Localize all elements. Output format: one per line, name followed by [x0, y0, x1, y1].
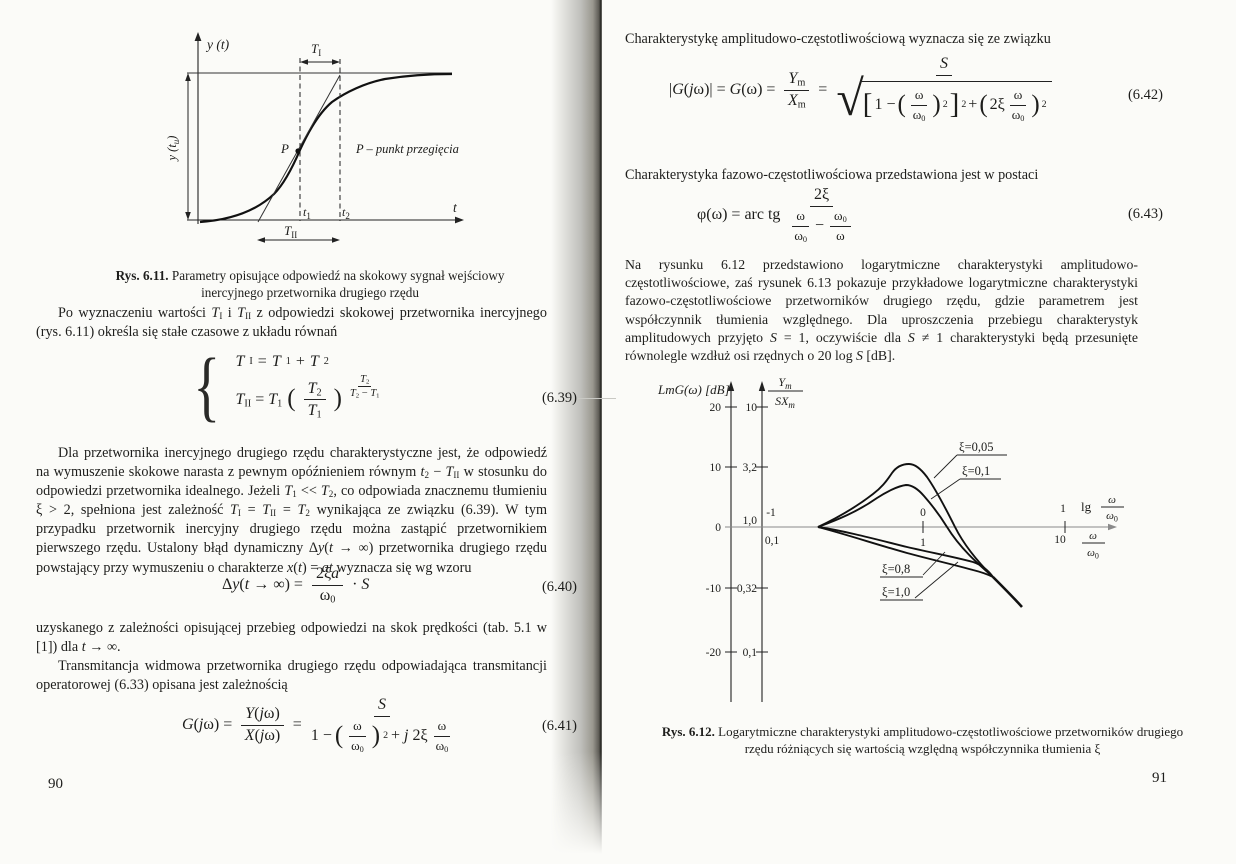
t-axis-arrow-icon — [455, 216, 464, 224]
db-axis-ticks — [725, 406, 737, 653]
x-tick-labels: -1 0 1 0,1 1 10 — [765, 503, 1066, 549]
svg-text:10: 10 — [746, 402, 758, 414]
svg-text:1: 1 — [1060, 503, 1066, 515]
system-brace: { — [193, 342, 221, 429]
left-paragraph-3: uzyskanego z zależności opisującej przeb… — [36, 620, 547, 656]
x-axis-title: lg ω ω0 ω ω0 — [1081, 494, 1124, 561]
TII-arrow-left-icon — [257, 237, 265, 243]
y-axis-arrow-icon — [194, 32, 202, 41]
svg-text:0,1: 0,1 — [743, 647, 758, 659]
ratio-axis-ticks — [756, 406, 768, 653]
equation-6-41: G(jω) = Y(jω) X(jω) = S 1 − ( ω ω0 ) 2 + j … — [182, 696, 577, 754]
t1-label: t1 — [303, 205, 311, 221]
radical-sign-icon: √ — [836, 70, 864, 126]
t2-label: t2 — [342, 205, 350, 221]
svg-text:0: 0 — [715, 522, 721, 534]
steady-arrow-down-icon — [185, 212, 191, 220]
eq40-number: (6.40) — [541, 579, 577, 595]
eq39-number: (6.39) — [541, 390, 577, 406]
svg-text:ξ=0,05: ξ=0,05 — [959, 440, 994, 454]
page-number-left: 90 — [48, 776, 63, 792]
caption-fig-6-12: Rys. 6.12. Logarytmiczne charakterystyki… — [661, 724, 1184, 757]
svg-text:3,2: 3,2 — [743, 462, 758, 474]
right-paragraph-1: Charakterystykę amplitudowo-częstotliwoś… — [625, 31, 1051, 47]
eq43-number: (6.43) — [1127, 206, 1163, 222]
left-paragraph-4: Transmitancja widmowa przetwornika drugi… — [36, 658, 547, 694]
eq41-number: (6.41) — [541, 718, 577, 734]
db-axis-label: LmG(ω) [dB] — [657, 382, 730, 397]
svg-text:-20: -20 — [706, 647, 722, 659]
curve-label-xi-0-05: ξ=0,05 — [933, 440, 1007, 479]
curve-label-xi-1-0: ξ=1,0 — [880, 561, 959, 601]
inflection-point-label: P — [280, 141, 289, 156]
steady-value-label: y (tu) — [165, 136, 181, 163]
inflection-tangent-line — [257, 74, 341, 223]
svg-text:10: 10 — [710, 462, 722, 474]
page-number-right: 91 — [1152, 770, 1167, 786]
step-response-curve — [199, 72, 453, 224]
right-paragraph-2: Charakterystyka fazowo-częstotliwościowa… — [625, 167, 1039, 183]
svg-text:-1: -1 — [766, 507, 776, 519]
svg-text:SXm: SXm — [775, 394, 795, 410]
svg-text:ω: ω — [1089, 530, 1097, 542]
svg-text:10: 10 — [1054, 534, 1066, 546]
left-paragraph-2: Dla przetwornika inercyjnego drugiego rz… — [36, 445, 547, 576]
svg-text:1,0: 1,0 — [743, 515, 758, 527]
left-paragraph-1: Po wyznaczeniu wartości TI i TII z odpow… — [36, 305, 547, 341]
svg-text:ξ=0,1: ξ=0,1 — [962, 464, 990, 478]
inflection-point — [295, 148, 301, 154]
TI-arrow-left-icon — [300, 59, 308, 65]
svg-text:20: 20 — [710, 402, 722, 414]
svg-text:ω: ω — [1108, 494, 1116, 506]
inflection-note: P – punkt przegięcia — [355, 142, 459, 156]
svg-text:Ym: Ym — [778, 375, 792, 391]
TII-label: TII — [284, 223, 297, 240]
curve-xi-0-1 — [817, 484, 994, 578]
steady-arrow-up-icon — [185, 73, 191, 81]
svg-text:ξ=0,8: ξ=0,8 — [882, 562, 910, 576]
ratio-axis-title: Ym SXm — [768, 375, 803, 410]
book-gutter-shadow — [551, 0, 602, 854]
eq42-number: (6.42) — [1127, 87, 1163, 103]
radical: √ [ 1 − ( ω ω0 ) 2 ] 2 + ( 2ξ ω ω0 ) 2 — [836, 70, 1052, 126]
right-paragraph-3: Na rysunku 6.12 przedstawiono logarytmic… — [625, 257, 1138, 364]
equation-6-40: Δy(t → ∞) = 2ξa ω0 · S (6.40) — [222, 565, 577, 606]
svg-text:ω0: ω0 — [1106, 510, 1118, 524]
curve-label-xi-0-1: ξ=0,1 — [930, 464, 1001, 500]
ratio-tick-labels: 10 3,2 1,0 0,32 0,1 — [737, 402, 757, 659]
TI-label: TI — [311, 41, 321, 58]
db-tick-labels: 20 10 0 -10 -20 — [706, 402, 722, 659]
svg-text:0: 0 — [920, 507, 926, 519]
figure-6-12-bode-amplitude-chart: LmG(ω) [dB] 20 10 0 -10 -20 10 3,2 1,0 0… — [657, 375, 1124, 702]
figure-6-11-step-response: TI TII y (tu) y (t) t P P – punkt przegi… — [165, 32, 464, 243]
eq39-row2: TII = T1 ( T2 T1 ) T2 T2 − T1 — [235, 374, 380, 421]
equation-6-43: φ(ω) = arc tg 2ξ ω ω0 − ω0 ω (6.43) — [697, 186, 1163, 244]
svg-text:0,1: 0,1 — [765, 535, 780, 547]
x-axis-ticks — [922, 521, 1066, 533]
x-axis-arrow-icon — [1108, 523, 1117, 531]
curve-xi-0-05 — [817, 463, 994, 578]
caption-fig-6-11: Rys. 6.11. Parametry opisujące odpowiedź… — [115, 268, 505, 301]
TII-arrow-right-icon — [332, 237, 340, 243]
svg-text:ω0: ω0 — [1087, 547, 1099, 561]
svg-text:lg: lg — [1081, 499, 1092, 514]
TI-arrow-right-icon — [332, 59, 340, 65]
curve-label-xi-0-8: ξ=0,8 — [880, 551, 946, 578]
svg-text:-10: -10 — [706, 583, 722, 595]
curve-bundle-tail — [992, 576, 1023, 608]
svg-text:1: 1 — [920, 537, 926, 549]
curve-xi-0-8 — [817, 526, 994, 578]
y-axis-label: y (t) — [205, 37, 230, 52]
svg-text:0,32: 0,32 — [737, 583, 757, 595]
db-axis-arrow-icon — [727, 381, 735, 391]
t-axis-label: t — [453, 200, 458, 215]
ratio-axis-arrow-icon — [758, 381, 766, 391]
curve-xi-1-0 — [817, 526, 994, 578]
scan-artifact-line — [578, 398, 616, 399]
svg-text:ξ=1,0: ξ=1,0 — [882, 585, 910, 599]
equation-6-42: |G(jω)| = G(ω) = Ym Xm = S √ [ 1 − ( ω ω0 … — [669, 55, 1163, 126]
